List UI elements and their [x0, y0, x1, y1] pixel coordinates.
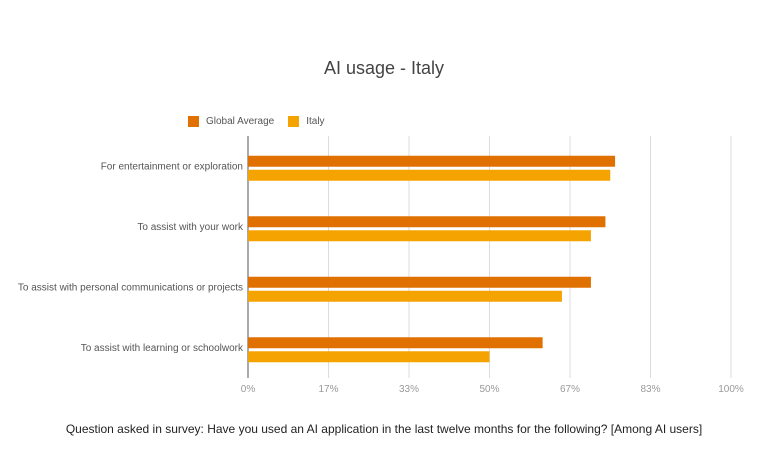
legend: Global Average Italy: [188, 116, 339, 127]
x-tick-label: 33%: [399, 384, 419, 395]
x-tick-label: 67%: [560, 384, 580, 395]
chart-title: AI usage - Italy: [323, 58, 445, 78]
x-tick-label: 83%: [640, 384, 660, 395]
category-label: For entertainment or exploration: [101, 161, 243, 172]
bar-italy: [248, 351, 490, 363]
bar-global-average: [248, 155, 616, 167]
x-tick-label: 50%: [479, 384, 499, 395]
legend-swatch-global-average: [188, 116, 199, 127]
category-label: To assist with your work: [137, 222, 244, 233]
x-tick-label: 100%: [718, 384, 744, 395]
legend-label-global-average: Global Average: [206, 116, 275, 127]
category-label: To assist with learning or schoolwork: [81, 343, 244, 354]
survey-question-footnote: Question asked in survey: Have you used …: [65, 422, 703, 436]
legend-item-italy[interactable]: Italy: [288, 116, 325, 127]
bar-italy: [248, 230, 591, 242]
bar-italy: [248, 169, 611, 181]
category-label: To assist with personal communications o…: [18, 282, 243, 293]
bar-italy: [248, 290, 562, 302]
legend-swatch-italy: [288, 116, 300, 127]
x-tick-label: 17%: [318, 384, 338, 395]
bar-global-average: [248, 216, 606, 228]
legend-item-global-average[interactable]: Global Average: [188, 116, 274, 127]
legend-label-italy: Italy: [306, 116, 325, 127]
bar-global-average: [248, 337, 543, 349]
bar-global-average: [248, 276, 591, 288]
x-tick-label: 0%: [241, 384, 256, 395]
